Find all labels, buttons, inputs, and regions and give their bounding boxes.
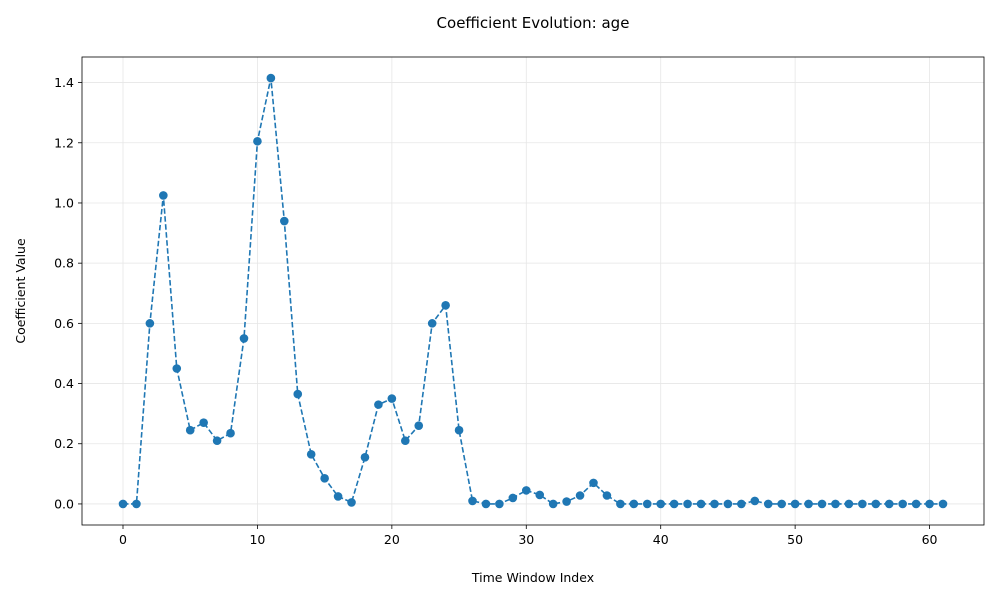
data-point — [884, 499, 894, 509]
data-point — [280, 216, 289, 226]
data-point — [481, 499, 491, 509]
data-point — [817, 499, 827, 509]
data-point — [212, 436, 222, 446]
data-point — [696, 499, 706, 509]
data-point — [938, 499, 948, 509]
data-point — [804, 499, 813, 509]
data-point — [360, 452, 370, 462]
data-point — [347, 498, 356, 507]
data-point — [750, 496, 760, 506]
data-point — [172, 364, 182, 373]
data-point — [777, 499, 786, 509]
data-point — [844, 499, 854, 509]
data-point — [669, 499, 679, 509]
data-point — [427, 319, 437, 328]
data-point — [562, 497, 571, 506]
data-point — [118, 499, 128, 509]
plot-frame — [81, 56, 985, 526]
data-point — [911, 499, 921, 509]
x-tick-label: 30 — [518, 532, 534, 547]
data-point — [132, 499, 141, 509]
data-point — [616, 499, 625, 509]
data-point — [454, 425, 464, 435]
data-point — [239, 334, 249, 343]
series-line — [123, 77, 943, 505]
x-axis-label: Time Window Index — [471, 570, 594, 585]
y-axis-ticks: 0.0 0.2 0.4 0.6 0.8 1.0 1.2 1.4 — [54, 75, 82, 511]
data-point — [414, 421, 424, 430]
series-age — [118, 73, 948, 509]
y-tick-label: 1.0 — [54, 195, 74, 210]
grid — [82, 57, 984, 525]
data-point — [589, 478, 598, 488]
data-point — [333, 492, 343, 501]
y-tick-label: 1.2 — [54, 135, 74, 150]
y-tick-label: 0.2 — [54, 436, 74, 451]
data-point — [374, 400, 383, 409]
x-tick-label: 10 — [249, 532, 265, 547]
data-point — [629, 499, 639, 509]
y-axis-label: Coefficient Value — [13, 238, 28, 344]
data-point — [683, 499, 692, 509]
x-tick-label: 50 — [787, 532, 803, 547]
data-point — [521, 486, 531, 495]
y-tick-label: 0.0 — [54, 496, 74, 511]
data-point — [871, 499, 881, 509]
x-tick-label: 0 — [119, 532, 127, 547]
data-point — [468, 496, 477, 506]
data-point — [185, 425, 195, 435]
data-point — [925, 499, 934, 509]
y-tick-label: 0.8 — [54, 256, 74, 271]
data-point — [387, 394, 397, 403]
data-point — [320, 474, 329, 483]
data-point — [293, 389, 303, 399]
data-point — [548, 499, 558, 509]
data-point — [737, 499, 746, 509]
data-point — [723, 499, 733, 509]
data-point — [253, 136, 262, 146]
y-tick-label: 0.4 — [54, 376, 74, 391]
data-point — [642, 499, 652, 509]
data-point — [858, 499, 867, 509]
chart-title: Coefficient Evolution: age — [437, 14, 630, 32]
data-point — [575, 491, 585, 500]
x-axis-ticks: 0 10 20 30 40 50 60 — [119, 525, 938, 547]
x-tick-label: 60 — [922, 532, 938, 547]
data-point — [159, 191, 168, 200]
data-point — [266, 73, 276, 83]
data-point — [763, 499, 773, 509]
x-tick-label: 40 — [653, 532, 669, 547]
data-point — [199, 418, 208, 427]
x-tick-label: 20 — [384, 532, 400, 547]
data-point — [898, 499, 907, 509]
data-point — [145, 319, 155, 328]
y-tick-label: 1.4 — [54, 75, 74, 90]
data-point — [306, 449, 316, 459]
data-point — [400, 436, 410, 446]
data-point — [656, 499, 666, 509]
data-point — [535, 490, 545, 500]
data-point — [508, 493, 518, 503]
data-point — [831, 499, 840, 509]
data-point — [226, 428, 235, 438]
data-point — [495, 499, 504, 509]
data-point — [710, 499, 719, 509]
data-point — [790, 499, 800, 509]
y-tick-label: 0.6 — [54, 316, 74, 331]
data-point — [602, 491, 612, 500]
data-point — [441, 300, 450, 310]
